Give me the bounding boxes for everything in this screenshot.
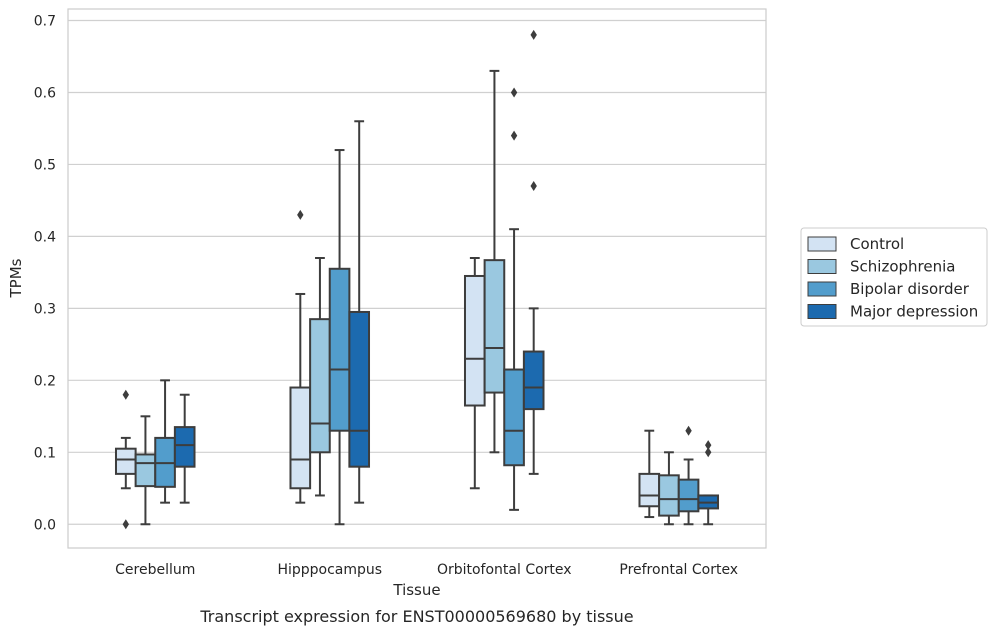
legend-frame bbox=[800, 227, 988, 327]
x-tick-label: Prefrontal Cortex bbox=[619, 562, 738, 578]
outlier-point bbox=[510, 87, 518, 98]
x-tick-label: Orbitofontal Cortex bbox=[437, 562, 572, 578]
plot-frame bbox=[67, 8, 767, 549]
box-2-2 bbox=[503, 87, 525, 511]
outlier-point bbox=[122, 389, 130, 400]
y-axis: 0.0 0.1 0.2 0.3 0.4 0.5 0.6 0.7 bbox=[34, 14, 56, 534]
box-iqr bbox=[658, 474, 680, 517]
y-tick-label: 0.3 bbox=[34, 301, 56, 317]
box-iqr bbox=[522, 350, 545, 411]
outlier-point bbox=[704, 447, 712, 458]
box-iqr bbox=[463, 274, 486, 407]
box-0-0 bbox=[114, 389, 137, 530]
chart-caption: Transcript expression for ENST0000056968… bbox=[199, 607, 633, 626]
outlier-point bbox=[510, 130, 518, 141]
legend-swatch bbox=[807, 259, 837, 274]
box-2-1 bbox=[483, 69, 506, 454]
outlier-point bbox=[530, 181, 537, 192]
box-1-3 bbox=[348, 120, 371, 504]
box-0-2 bbox=[154, 379, 176, 504]
box-1-0 bbox=[289, 209, 312, 504]
y-axis-label: TPMs bbox=[7, 258, 25, 298]
box-iqr bbox=[289, 386, 312, 490]
box-2-0 bbox=[463, 256, 486, 490]
y-tick-label: 0.1 bbox=[34, 445, 56, 461]
legend-label: Control bbox=[850, 235, 904, 253]
box-iqr bbox=[328, 267, 351, 432]
box-iqr bbox=[348, 310, 371, 468]
box-iqr bbox=[638, 472, 661, 508]
legend-label: Schizophrenia bbox=[850, 258, 955, 276]
legend-swatch bbox=[807, 236, 837, 252]
box-iqr bbox=[173, 426, 196, 468]
legend: Control Schizophrenia Bipolar disorder Majo… bbox=[800, 227, 988, 327]
box-iqr bbox=[483, 259, 506, 394]
outlier-point bbox=[122, 519, 130, 530]
box-iqr bbox=[309, 318, 331, 454]
box-0-3 bbox=[173, 393, 196, 504]
box-1-1 bbox=[309, 256, 331, 497]
outlier-point bbox=[704, 440, 712, 451]
x-axis: Cerebellum Hipppocampus Orbitofontal Corte… bbox=[115, 562, 738, 578]
x-axis-label: Tissue bbox=[392, 581, 440, 599]
box-3-0 bbox=[638, 429, 661, 519]
y-tick-label: 0.6 bbox=[34, 85, 56, 101]
box-0-1 bbox=[134, 415, 157, 526]
box-3-2 bbox=[677, 425, 700, 526]
outlier-point bbox=[530, 29, 537, 40]
box-iqr bbox=[134, 453, 157, 488]
box-iqr bbox=[114, 447, 137, 475]
box-1-2 bbox=[328, 149, 351, 526]
legend-swatch bbox=[807, 281, 837, 297]
plot-layer bbox=[114, 29, 720, 530]
x-tick-label: Hipppocampus bbox=[277, 562, 382, 578]
y-tick-label: 0.0 bbox=[34, 517, 56, 533]
legend-label: Bipolar disorder bbox=[850, 280, 970, 298]
y-tick-label: 0.4 bbox=[34, 229, 56, 245]
y-tick-label: 0.5 bbox=[34, 157, 56, 173]
box-iqr bbox=[677, 478, 700, 513]
box-2-3 bbox=[522, 29, 545, 475]
y-tick-label: 0.2 bbox=[34, 373, 56, 389]
box-3-3 bbox=[697, 440, 720, 526]
x-tick-label: Cerebellum bbox=[115, 562, 195, 578]
outlier-point bbox=[297, 209, 304, 220]
box-3-1 bbox=[658, 451, 680, 526]
legend-label: Major depression bbox=[850, 303, 978, 321]
box-iqr bbox=[503, 368, 525, 467]
y-tick-label: 0.7 bbox=[34, 14, 56, 30]
legend-swatch bbox=[807, 304, 837, 319]
outlier-point bbox=[685, 425, 692, 436]
